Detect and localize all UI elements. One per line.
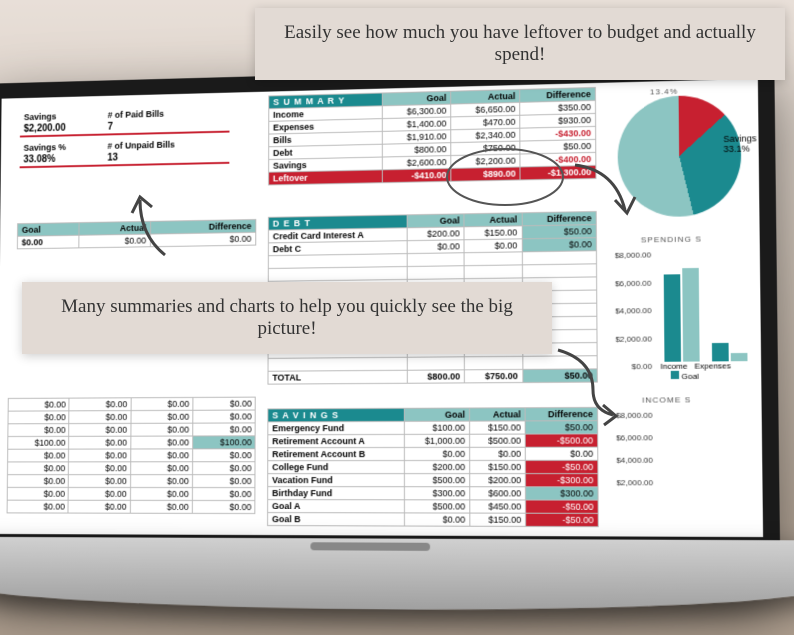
savings-title: S A V I N G S	[268, 408, 404, 422]
table-row: Vacation Fund$500.00$200.00-$300.00	[268, 474, 598, 487]
callout-top: Easily see how much you have leftover to…	[255, 8, 785, 80]
spending-bar-chart: $8,000.00$6,000.00$4,000.00$2,000.00$0.0…	[610, 249, 745, 362]
table-row: Goal A$500.00$450.00-$50.00	[268, 500, 599, 514]
savings-pct-value: 33.08%	[20, 152, 104, 167]
charts-panel: 13.4% Savings 33.1% SPENDING S $8,000.00…	[609, 85, 763, 537]
debt-total-label: TOTAL	[268, 370, 407, 384]
table-row: College Fund$200.00$150.00-$50.00	[268, 460, 598, 473]
spending-chart-title: SPENDING S	[641, 234, 760, 245]
savings-table: S A V I N G S Goal Actual Difference Eme…	[267, 407, 599, 527]
mini-stats: Savings # of Paid Bills $2,200.00 7 Savi…	[20, 106, 230, 168]
income-bar-chart: $8,000.00$6,000.00$4,000.00$2,000.00	[611, 410, 747, 492]
legend-swatch	[671, 371, 679, 379]
laptop-keyboard	[0, 537, 794, 614]
summary-table: S U M M A R Y Goal Actual Difference Inc…	[268, 87, 596, 186]
pie-side-pct: 33.1%	[723, 143, 756, 154]
table-row: Retirement Account B$0.00$0.00$0.00	[268, 447, 598, 461]
goals-snippet: Goal Actual Difference $0.00 $0.00 $0.00	[17, 219, 256, 249]
left-grid: $0.00$0.00$0.00$0.00$0.00$0.00$0.00$0.00…	[7, 397, 256, 514]
table-row: Retirement Account A$1,000.00$500.00-$50…	[268, 434, 598, 448]
savings-pct-header: Savings %	[20, 135, 104, 154]
unpaid-bills-value: 13	[103, 149, 229, 165]
savings-pie-chart	[617, 94, 741, 217]
table-row: Emergency Fund$100.00$150.00$50.00	[268, 421, 598, 435]
income-chart-title: INCOME S	[642, 395, 762, 405]
table-row: Birthday Fund$300.00$600.00$300.00	[268, 487, 598, 501]
pie-top-label: 13.4%	[650, 85, 758, 97]
callout-middle: Many summaries and charts to help you qu…	[22, 282, 552, 354]
pie-side-label: Savings	[723, 133, 756, 144]
table-row: Goal B$0.00$150.00-$50.00	[268, 513, 599, 527]
